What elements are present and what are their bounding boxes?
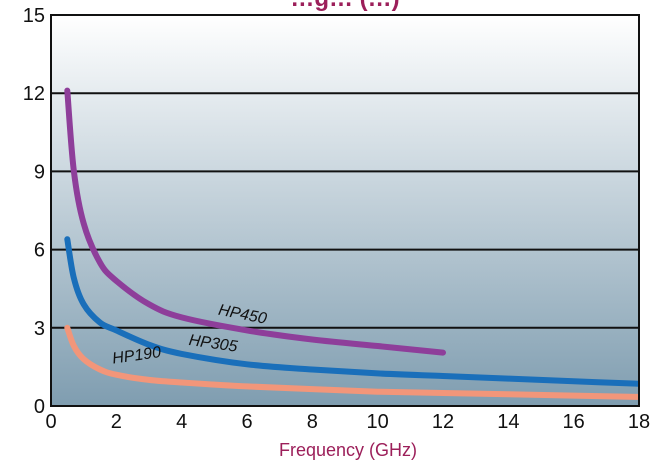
plot-frame [50, 14, 640, 407]
y-tick-label-15: 15 [23, 5, 45, 27]
y-tick-label-3: 3 [34, 318, 45, 340]
x-tick-label-6: 6 [241, 411, 252, 433]
series-line-hp450 [64, 87, 446, 356]
x-tick-labels: 0 2 4 6 8 10 12 14 16 18 [45, 411, 650, 433]
y-tick-label-6: 6 [34, 240, 45, 262]
y-tick-label-0: 0 [34, 396, 45, 418]
series-lines [64, 87, 639, 400]
x-tick-label-8: 8 [307, 411, 318, 433]
x-tick-label-14: 14 [497, 411, 519, 433]
x-axis-title: Frequency (GHz) [279, 440, 417, 460]
series-label-hp305: HP305 [188, 332, 239, 356]
y-tick-label-12: 12 [23, 83, 45, 105]
series-line-hp305 [64, 236, 639, 387]
x-tick-label-18: 18 [628, 411, 650, 433]
series-line-hp190 [64, 324, 639, 400]
x-tick-label-10: 10 [367, 411, 389, 433]
x-tick-label-4: 4 [176, 411, 187, 433]
x-tick-label-16: 16 [563, 411, 585, 433]
x-tick-label-2: 2 [111, 411, 122, 433]
gridlines [51, 92, 639, 329]
chart-title: …g… (…) [290, 0, 399, 12]
x-tick-label-0: 0 [45, 411, 56, 433]
y-tick-label-9: 9 [34, 161, 45, 183]
x-tick-label-12: 12 [432, 411, 454, 433]
series-label-hp190: HP190 [111, 344, 162, 368]
y-tick-labels: 0 3 6 9 12 15 [23, 5, 45, 418]
